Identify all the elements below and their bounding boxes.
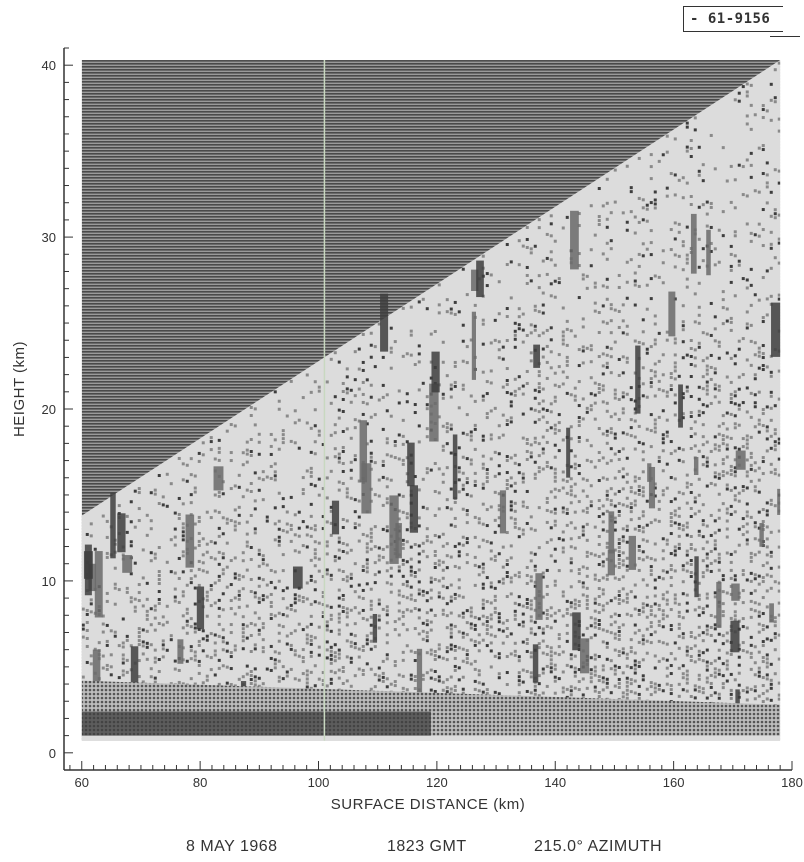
figure-tag-box xyxy=(683,6,783,32)
x-tick-label: 140 xyxy=(544,775,566,790)
plot-area xyxy=(81,60,781,741)
x-tick-label: 120 xyxy=(426,775,448,790)
y-tick-label: 0 xyxy=(49,746,56,761)
y-axis-title: HEIGHT (km) xyxy=(11,341,28,437)
x-tick-label: 80 xyxy=(193,775,207,790)
y-tick-label: 20 xyxy=(42,402,56,417)
x-tick-label: 160 xyxy=(663,775,685,790)
x-tick-label: 100 xyxy=(308,775,330,790)
x-tick-label: 180 xyxy=(781,775,803,790)
footer-time: 1823 GMT xyxy=(387,838,467,855)
figure-tag-underline xyxy=(770,36,800,37)
x-axis-title: SURFACE DISTANCE (km) xyxy=(331,796,525,813)
y-tick-label: 40 xyxy=(42,58,56,73)
axes: 0 10 20 30 40 60 80 100 120 140 160 180 SURFACE DIST… xyxy=(11,47,803,813)
figure-tag: - 61-9156 xyxy=(690,11,771,27)
y-tick-label: 10 xyxy=(42,574,56,589)
y-tick-label: 30 xyxy=(42,230,56,245)
footer-date: 8 MAY 1968 xyxy=(186,838,278,855)
x-tick-label: 60 xyxy=(75,775,89,790)
footer-azimuth: 215.0° AZIMUTH xyxy=(534,838,663,855)
